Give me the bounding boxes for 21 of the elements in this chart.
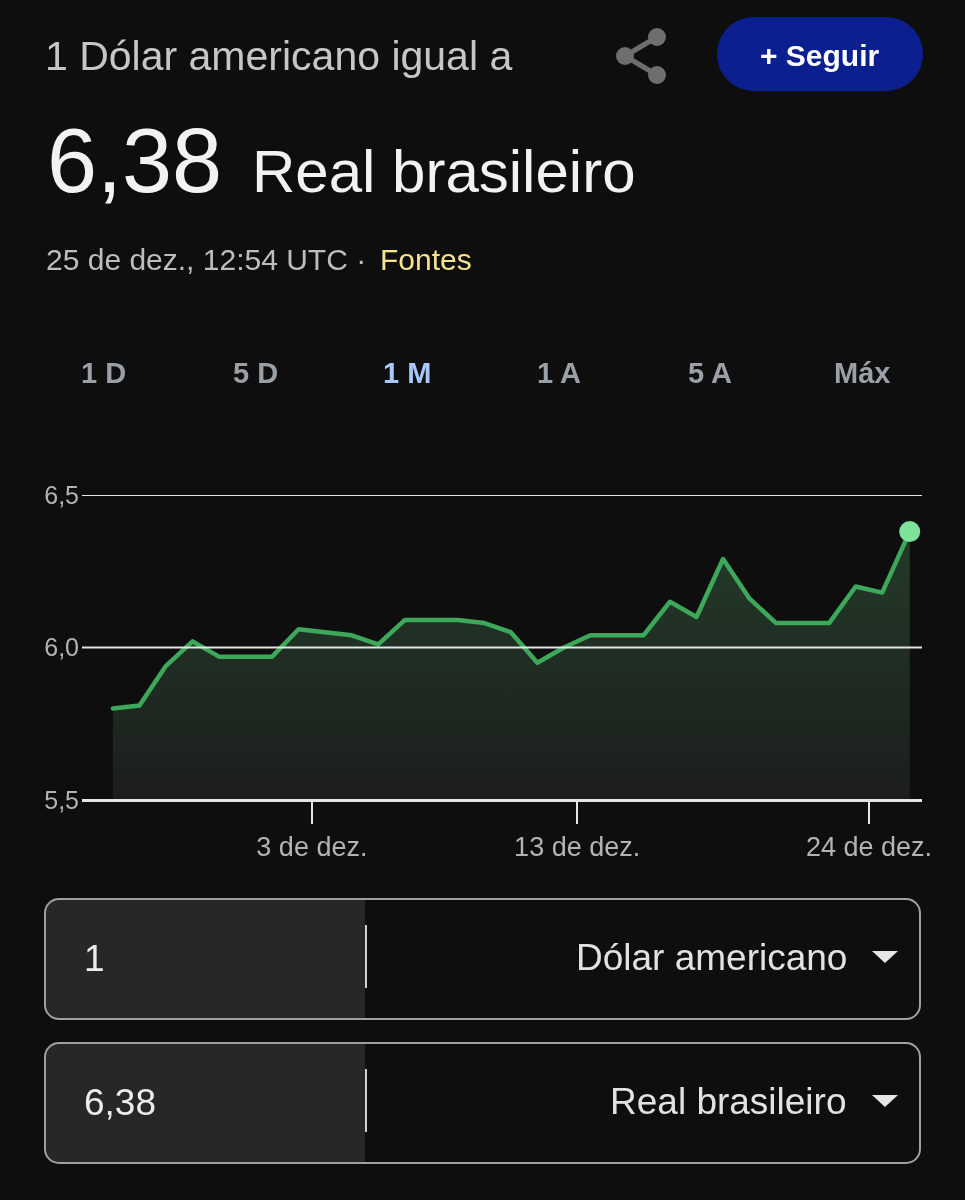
text: Máx	[834, 357, 891, 389]
y-tick-label: 5,5	[44, 785, 79, 814]
text: 25 de dez., 12:54 UTC ·	[46, 243, 367, 276]
text: Fontes	[380, 243, 472, 276]
y-tick-label: 6,5	[44, 480, 79, 509]
text: 1 D	[81, 357, 127, 389]
chart-title: 1 Dólar americano igual a	[45, 33, 513, 80]
text: + Seguir	[760, 39, 880, 72]
text: 6,38	[84, 1082, 157, 1123]
text: Dólar americano	[576, 937, 848, 978]
text: 5 D	[233, 357, 279, 389]
x-tick-label: 13 de dez.	[514, 832, 641, 863]
text: 1	[84, 938, 105, 979]
text: 1 M	[383, 357, 432, 389]
chart-subtitle: 6,38 Real brasileiro	[47, 111, 636, 211]
x-tick-label: 3 de dez.	[256, 832, 368, 863]
y-tick-label: 6,0	[44, 633, 79, 662]
x-tick-label: 24 de dez.	[805, 832, 932, 863]
text: 5 A	[688, 357, 733, 389]
text: Real brasileiro	[610, 1081, 847, 1122]
text: 1 A	[537, 357, 582, 389]
